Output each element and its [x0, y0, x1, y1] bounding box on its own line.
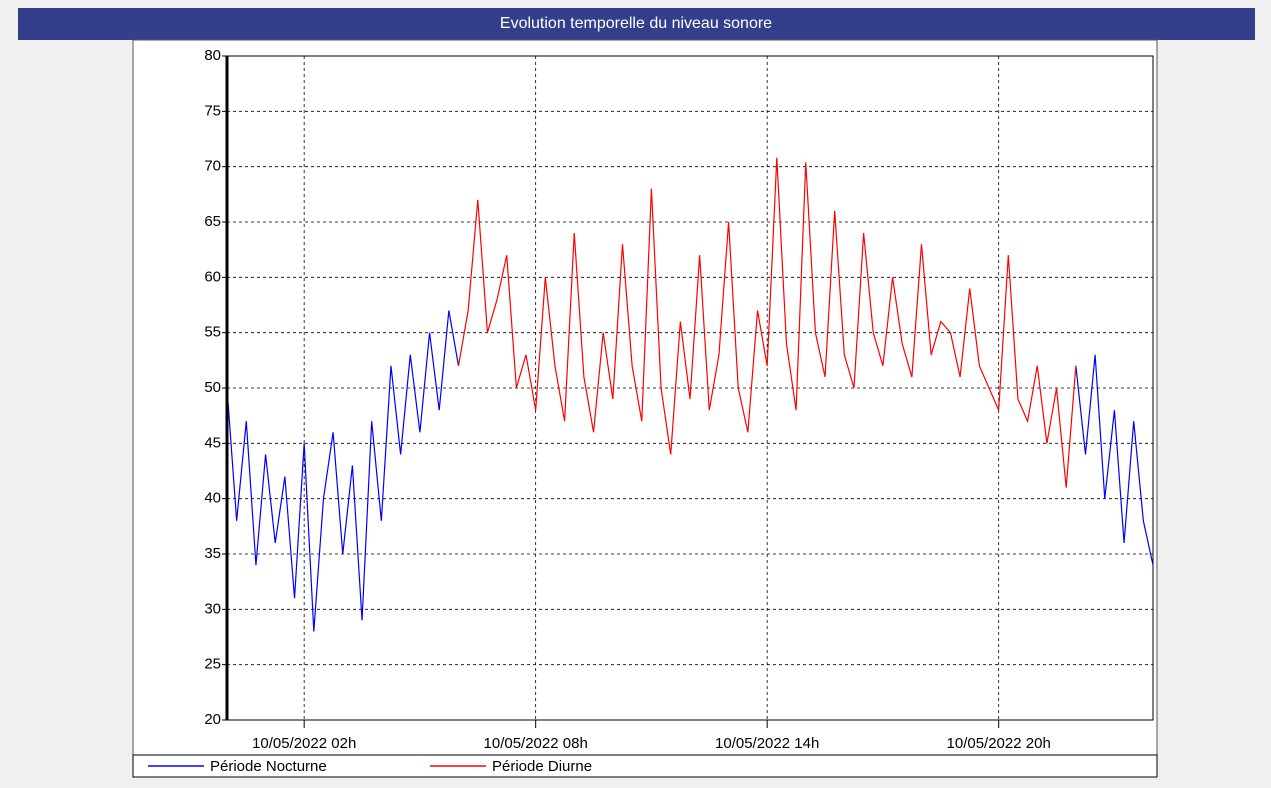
y-tick-label: 60: [204, 268, 221, 285]
title-bar: [18, 8, 1255, 40]
y-tick-label: 35: [204, 545, 221, 562]
y-tick-label: 20: [204, 711, 221, 728]
y-tick-label: 80: [204, 47, 221, 64]
y-tick-label: 25: [204, 656, 221, 673]
y-tick-label: 70: [204, 158, 221, 175]
y-tick-label: 30: [204, 600, 221, 617]
x-tick-label: 10/05/2022 02h: [252, 735, 356, 752]
chart-title: Evolution temporelle du niveau sonore: [500, 15, 772, 32]
x-tick-label: 10/05/2022 20h: [947, 735, 1051, 752]
y-tick-label: 65: [204, 213, 221, 230]
series-line: [226, 310, 1154, 632]
y-tick-label: 75: [204, 102, 221, 119]
y-tick-label: 40: [204, 490, 221, 507]
y-tick-label: 50: [204, 379, 221, 396]
y-tick-label: 45: [204, 434, 221, 451]
legend-label: Période Diurne: [492, 758, 592, 775]
x-tick-label: 10/05/2022 14h: [715, 735, 819, 752]
legend-label: Période Nocturne: [210, 758, 327, 775]
y-tick-label: 55: [204, 324, 221, 341]
x-tick-label: 10/05/2022 08h: [484, 735, 588, 752]
series-line: [457, 157, 1077, 488]
legend-box: [132, 754, 1158, 778]
